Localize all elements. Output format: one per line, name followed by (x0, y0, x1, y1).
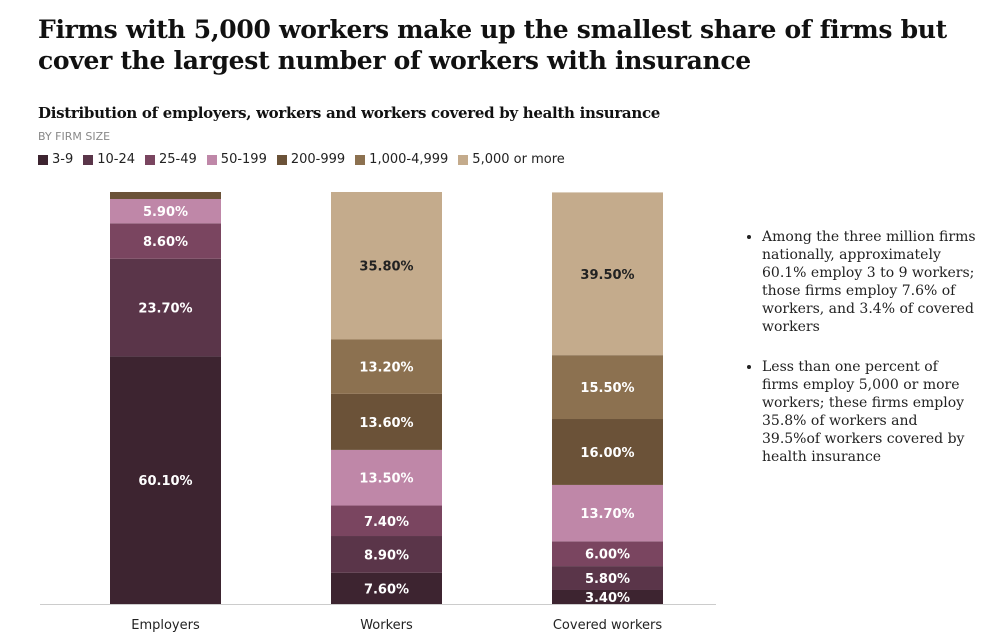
legend-item: 25-49 (145, 152, 197, 167)
x-tick-label: Employers (131, 618, 200, 633)
data-label: 13.50% (359, 472, 413, 487)
data-label: 5.80% (585, 572, 630, 587)
data-label: 7.60% (364, 582, 409, 597)
legend-swatch (145, 154, 156, 165)
chart-subtitle: Distribution of employers, workers and w… (38, 104, 661, 122)
bar-segment (331, 505, 442, 537)
x-tick-label: Workers (360, 618, 413, 633)
legend-item: 5,000 or more (458, 152, 565, 167)
legend-item: 200-999 (276, 152, 346, 167)
legend-label: 3-9 (52, 152, 74, 167)
bar-segment (110, 356, 221, 604)
x-tick-label: Covered workers (553, 618, 663, 633)
bar-segment (552, 355, 663, 420)
bar-segment (552, 419, 663, 485)
legend-label: 1,000-4,999 (369, 152, 449, 167)
data-label: 16.00% (580, 446, 634, 461)
legend-label: 200-999 (290, 152, 346, 167)
data-label: 15.50% (580, 381, 634, 396)
legend-item: 50-199 (206, 152, 267, 167)
bar-segment (331, 449, 442, 506)
bar-segment (110, 223, 221, 259)
chart-title: Firms with 5,000 workers make up the sma… (38, 15, 947, 75)
data-label: 8.60% (143, 235, 188, 250)
legend-label: 25-49 (159, 152, 197, 167)
note-item: Less than one percent of firms employ 5,… (762, 358, 977, 466)
legend-swatch (38, 154, 48, 165)
legend: 3-9 10-24 25-49 50-199 200-999 1,000-4,999 5,0… (38, 152, 565, 167)
note-item: Among the three million firms nationally… (762, 228, 977, 336)
data-label: 3.40% (585, 591, 630, 606)
data-label: 13.70% (580, 507, 634, 522)
bar-segment (331, 192, 442, 340)
bar-segment (331, 339, 442, 394)
legend-label: 5,000 or more (472, 152, 565, 167)
legend-swatch (458, 154, 469, 165)
data-label: 5.90% (143, 205, 188, 220)
legend-swatch (276, 154, 287, 165)
legend-item: 3-9 (38, 152, 73, 167)
data-label: 8.90% (364, 548, 409, 563)
bar-segment (331, 572, 442, 604)
bar-segment (552, 589, 663, 604)
notes-list: Among the three million firms nationally… (742, 228, 977, 488)
legend-item: 10-24 (83, 152, 135, 167)
bar-segment (552, 541, 663, 567)
bar-segment (552, 484, 663, 542)
bar-segment (552, 192, 663, 356)
data-label: 13.20% (359, 361, 413, 376)
legend-swatch (206, 154, 217, 165)
bar-segment (110, 258, 221, 357)
legend-label: 10-24 (97, 152, 136, 167)
bar-segment (331, 536, 442, 573)
bar-segment (110, 199, 221, 224)
bar-segment (331, 393, 442, 450)
data-label: 13.60% (359, 416, 413, 431)
legend-item: 1,000-4,999 (355, 152, 448, 167)
legend-swatch (83, 154, 94, 165)
data-label: 35.80% (359, 260, 413, 275)
data-label: 39.50% (580, 268, 634, 283)
bar-segment (552, 566, 663, 590)
chart-kicker: BY FIRM SIZE (38, 130, 111, 143)
data-label: 60.10% (138, 474, 192, 489)
legend-swatch (355, 154, 366, 165)
data-label: 7.40% (364, 515, 409, 530)
data-label: 6.00% (585, 548, 630, 563)
bar-segment (110, 192, 221, 200)
legend-label: 50-199 (220, 152, 267, 167)
data-label: 23.70% (138, 302, 192, 317)
